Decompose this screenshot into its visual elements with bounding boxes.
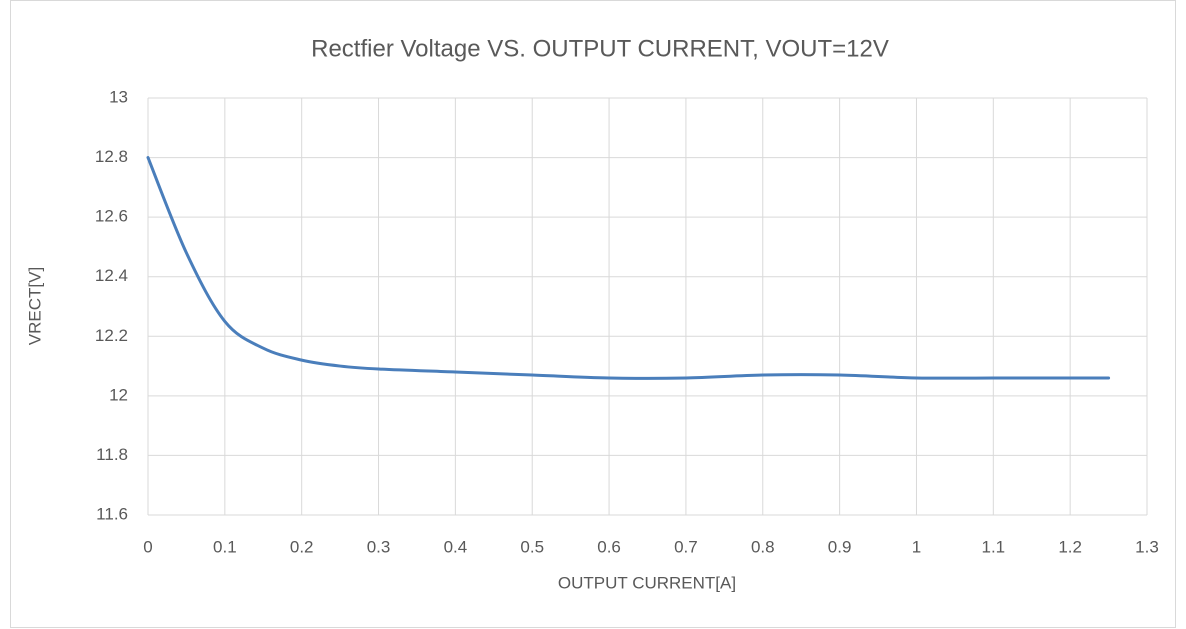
x-tick-label: 0.1 — [213, 537, 237, 556]
x-tick-label: 1.1 — [981, 537, 1005, 556]
x-tick-label: 0.9 — [828, 537, 852, 556]
x-tick-label: 0.4 — [444, 537, 468, 556]
x-tick-label: 1.3 — [1135, 537, 1159, 556]
x-tick-label: 0.6 — [597, 537, 621, 556]
x-tick-label: 0.3 — [367, 537, 391, 556]
x-tick-label: 0.5 — [520, 537, 544, 556]
x-axis-label: OUTPUT CURRENT[A] — [558, 573, 736, 592]
y-tick-label: 12.2 — [95, 326, 128, 345]
x-tick-label: 0 — [143, 537, 152, 556]
y-tick-label: 12.4 — [95, 266, 128, 285]
y-tick-label: 12.8 — [95, 147, 128, 166]
x-tick-label: 1.2 — [1058, 537, 1082, 556]
chart-title: Rectfier Voltage VS. OUTPUT CURRENT, VOU… — [311, 35, 889, 62]
data-line — [146, 156, 1111, 380]
y-tick-label: 11.6 — [96, 504, 128, 523]
y-tick-label: 12.6 — [95, 207, 128, 226]
x-tick-label: 0.7 — [674, 537, 698, 556]
y-axis-label: VRECT[V] — [25, 267, 44, 345]
y-tick-label: 13 — [109, 87, 128, 106]
x-tick-label: 0.8 — [751, 537, 775, 556]
x-tick-label: 0.2 — [290, 537, 314, 556]
chart-frame — [10, 0, 1176, 628]
y-tick-label: 12 — [109, 385, 128, 404]
x-tick-label: 1 — [912, 537, 921, 556]
y-tick-label: 11.8 — [96, 445, 128, 464]
